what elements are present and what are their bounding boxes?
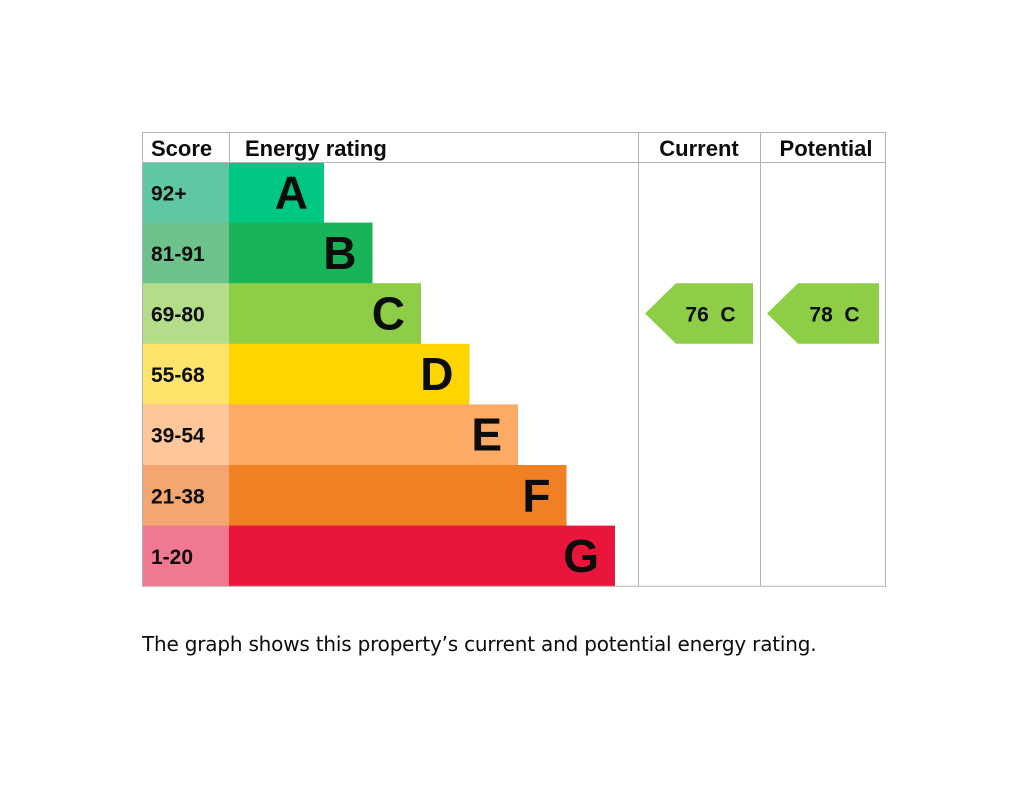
rating-bar-g [229, 525, 615, 587]
score-label-f: 21-38 [151, 485, 205, 508]
rating-bar-b [229, 222, 373, 284]
rating-letter-f: F [522, 469, 550, 521]
rating-bar-c [229, 283, 421, 345]
score-label-d: 55-68 [151, 364, 205, 387]
rating-letter-e: E [471, 409, 502, 461]
score-cell-g [142, 525, 229, 587]
header-energy-rating: Energy rating [245, 136, 387, 161]
score-cell-e [142, 404, 229, 466]
rating-letter-c: C [372, 288, 405, 340]
score-cell-d [142, 343, 229, 405]
score-cell-b [142, 222, 229, 284]
rating-letter-g: G [563, 530, 599, 582]
current-rating-label: 76 C [685, 304, 735, 327]
score-label-c: 69-80 [151, 304, 205, 327]
rating-bar-e [229, 404, 518, 466]
rating-bar-f [229, 465, 567, 527]
potential-rating-label: 78 C [809, 304, 859, 327]
score-label-g: 1-20 [151, 546, 193, 569]
rating-letter-a: A [275, 166, 308, 218]
header-score: Score [151, 136, 212, 161]
score-cell-f [142, 465, 229, 527]
score-label-e: 39-54 [151, 425, 205, 448]
score-label-a: 92+ [151, 182, 187, 205]
header-potential: Potential [780, 136, 873, 161]
potential-rating-arrow [767, 283, 879, 344]
rating-bar-a [229, 162, 324, 224]
rating-letter-b: B [323, 227, 356, 279]
score-label-b: 81-91 [151, 243, 205, 266]
rating-bar-d [229, 343, 470, 405]
rating-letter-d: D [420, 348, 453, 400]
header-current: Current [659, 136, 739, 161]
current-rating-arrow [645, 283, 753, 344]
score-cell-a [142, 162, 229, 224]
score-cell-c [142, 283, 229, 345]
chart-caption: The graph shows this property’s current … [142, 632, 817, 656]
